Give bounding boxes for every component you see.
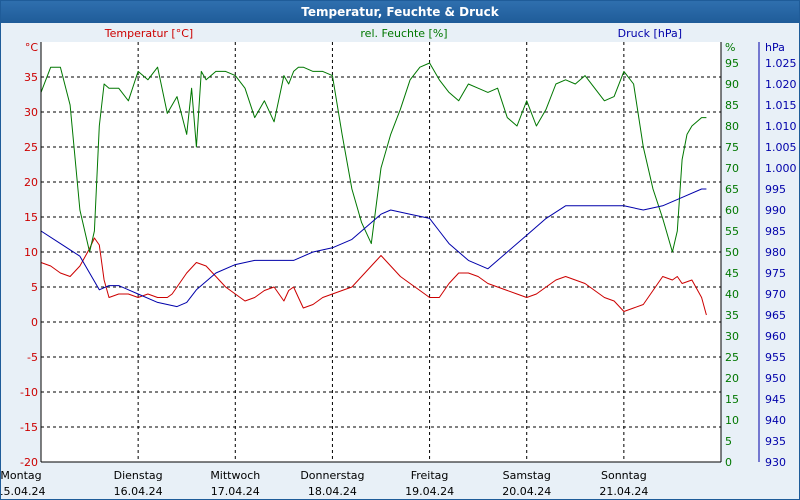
temp-tick-label: -5 <box>27 351 38 364</box>
humidity-tick-label: 30 <box>725 330 739 343</box>
day-label: Donnerstag <box>300 469 364 482</box>
humidity-tick-label: 35 <box>725 309 739 322</box>
humidity-axis-header: rel. Feuchte [%] <box>360 27 447 40</box>
date-label: 16.04.24 <box>114 485 163 498</box>
grid-lines <box>41 42 721 462</box>
day-label: Freitag <box>411 469 449 482</box>
humidity-tick-label: 20 <box>725 372 739 385</box>
humidity-tick-label: 50 <box>725 246 739 259</box>
humidity-tick-label: 40 <box>725 288 739 301</box>
humidity-tick-label: 75 <box>725 141 739 154</box>
humidity-tick-label: 10 <box>725 414 739 427</box>
pressure-tick-label: 995 <box>765 183 786 196</box>
humidity-line <box>40 62 707 253</box>
pressure-tick-label: 965 <box>765 309 786 322</box>
day-label: Samstag <box>503 469 551 482</box>
day-label: Sonntag <box>601 469 647 482</box>
humidity-tick-label: 5 <box>725 435 732 448</box>
humidity-tick-label: 45 <box>725 267 739 280</box>
date-label: 15.04.24 <box>1 485 45 498</box>
pressure-tick-label: 950 <box>765 372 786 385</box>
temp-tick-label: 35 <box>24 71 38 84</box>
pressure-tick-label: 1.000 <box>765 162 797 175</box>
temp-tick-label: -15 <box>20 421 38 434</box>
temp-tick-label: 30 <box>24 106 38 119</box>
pressure-tick-label: 935 <box>765 435 786 448</box>
humidity-tick-label: 60 <box>725 204 739 217</box>
temp-tick-label: 25 <box>24 141 38 154</box>
temp-unit-label: °C <box>25 41 39 54</box>
pressure-tick-label: 940 <box>765 414 786 427</box>
pressure-tick-label: 990 <box>765 204 786 217</box>
temp-tick-label: 0 <box>31 316 38 329</box>
humidity-tick-label: 15 <box>725 393 739 406</box>
pressure-tick-label: 985 <box>765 225 786 238</box>
pressure-tick-label: 955 <box>765 351 786 364</box>
pressure-axis-header: Druck [hPa] <box>618 27 682 40</box>
pressure-tick-label: 930 <box>765 456 786 469</box>
humidity-unit-label: % <box>725 41 735 54</box>
pressure-line <box>40 188 707 308</box>
pressure-tick-label: 1.015 <box>765 99 797 112</box>
axes-layer: -20 -15 -10 -5 0 5 10 15 20 25 30 35 0 5 10 15 20 25 30 35 4… <box>1 42 797 498</box>
humidity-tick-label: 25 <box>725 351 739 364</box>
humidity-tick-label: 95 <box>725 57 739 70</box>
temp-tick-label: 5 <box>31 281 38 294</box>
humidity-tick-label: 80 <box>725 120 739 133</box>
pressure-tick-label: 960 <box>765 330 786 343</box>
temp-axis-header: Temperatur [°C] <box>104 27 193 40</box>
humidity-tick-label: 65 <box>725 183 739 196</box>
date-label: 18.04.24 <box>308 485 357 498</box>
day-label: Montag <box>1 469 42 482</box>
temp-tick-label: 15 <box>24 211 38 224</box>
date-label: 17.04.24 <box>211 485 260 498</box>
temp-tick-label: -20 <box>20 456 38 469</box>
pressure-tick-label: 1.020 <box>765 78 797 91</box>
humidity-tick-label: 0 <box>725 456 732 469</box>
humidity-tick-label: 90 <box>725 78 739 91</box>
temp-tick-label: 10 <box>24 246 38 259</box>
pressure-tick-label: 975 <box>765 267 786 280</box>
pressure-tick-label: 1.005 <box>765 141 797 154</box>
humidity-tick-label: 55 <box>725 225 739 238</box>
humidity-tick-label: 85 <box>725 99 739 112</box>
temp-tick-label: 20 <box>24 176 38 189</box>
pressure-unit-label: hPa <box>765 41 785 54</box>
pressure-tick-label: 1.010 <box>765 120 797 133</box>
pressure-tick-label: 980 <box>765 246 786 259</box>
pressure-tick-label: 970 <box>765 288 786 301</box>
temp-tick-label: -10 <box>20 386 38 399</box>
day-label: Mittwoch <box>210 469 260 482</box>
date-label: 21.04.24 <box>599 485 648 498</box>
series-layer <box>40 62 707 316</box>
day-label: Dienstag <box>114 469 163 482</box>
date-label: 19.04.24 <box>405 485 454 498</box>
date-label: 20.04.24 <box>502 485 551 498</box>
pressure-tick-label: 1.025 <box>765 57 797 70</box>
pressure-tick-label: 945 <box>765 393 786 406</box>
window-title: Temperatur, Feuchte & Druck <box>1 1 799 23</box>
humidity-tick-label: 70 <box>725 162 739 175</box>
